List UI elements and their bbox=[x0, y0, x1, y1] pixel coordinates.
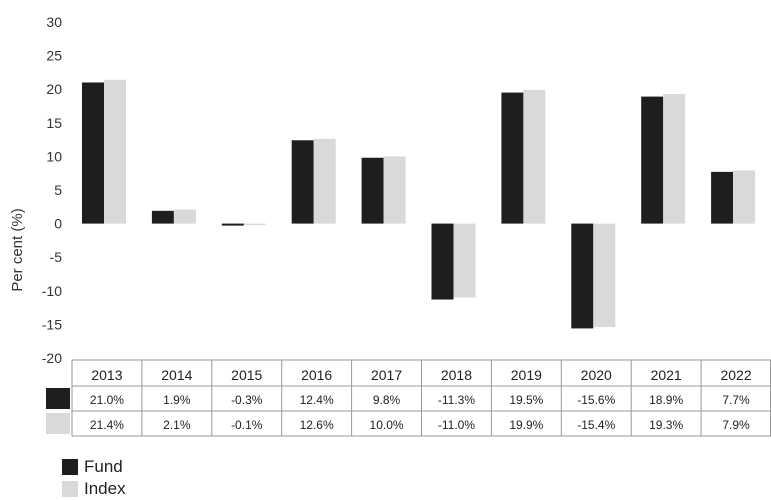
bar-fund-2019 bbox=[501, 92, 524, 224]
table-cell-index: 10.0% bbox=[370, 418, 404, 432]
bar-index-2022 bbox=[733, 170, 756, 224]
table-cell-fund: -15.6% bbox=[577, 393, 615, 407]
x-category-label: 2013 bbox=[91, 367, 122, 383]
legend-item-fund: Fund bbox=[62, 456, 126, 478]
table-cell-index: -11.0% bbox=[438, 418, 475, 432]
x-category-label: 2016 bbox=[301, 367, 332, 383]
bar-series bbox=[82, 79, 756, 329]
bar-index-2013 bbox=[104, 79, 126, 224]
bar-index-2020 bbox=[593, 223, 616, 328]
y-tick-label: 0 bbox=[54, 216, 62, 232]
legend-label-fund: Fund bbox=[84, 457, 123, 476]
bar-fund-2016 bbox=[291, 140, 314, 224]
bar-index-2017 bbox=[383, 156, 406, 224]
table-key-fund bbox=[46, 388, 70, 409]
table-cell-index: 19.9% bbox=[509, 418, 543, 432]
y-tick-label: -20 bbox=[42, 350, 62, 366]
table-cell-index: 2.1% bbox=[163, 418, 191, 432]
legend: Fund Index bbox=[62, 456, 126, 500]
x-category-label: 2021 bbox=[651, 367, 682, 383]
table-cell-fund: 19.5% bbox=[509, 393, 543, 407]
legend-swatch-index bbox=[62, 481, 78, 497]
table-cell-fund: 1.9% bbox=[163, 393, 191, 407]
y-tick-label: 5 bbox=[54, 182, 62, 198]
bar-index-2014 bbox=[173, 209, 196, 224]
x-category-label: 2014 bbox=[161, 367, 192, 383]
table-cell-fund: -0.3% bbox=[231, 393, 263, 407]
y-axis-ticks: 30 25 20 15 10 5 0 -5 -10 -15 -20 bbox=[42, 14, 62, 366]
table-cell-fund: 21.0% bbox=[90, 393, 124, 407]
legend-label-index: Index bbox=[84, 479, 126, 498]
y-tick-label: 20 bbox=[46, 81, 62, 97]
bar-index-2021 bbox=[663, 93, 686, 224]
bar-fund-2020 bbox=[571, 223, 594, 329]
x-category-label: 2020 bbox=[581, 367, 612, 383]
y-tick-label: 25 bbox=[46, 48, 62, 64]
x-category-label: 2015 bbox=[231, 367, 262, 383]
y-tick-label: 30 bbox=[46, 14, 62, 30]
bar-fund-2022 bbox=[711, 171, 734, 224]
y-tick-label: -15 bbox=[42, 316, 62, 332]
bar-fund-2014 bbox=[151, 210, 174, 224]
table-cell-index: -0.1% bbox=[231, 418, 263, 432]
table-cell-index: 19.3% bbox=[649, 418, 683, 432]
y-tick-label: 10 bbox=[46, 148, 62, 164]
x-category-label: 2018 bbox=[441, 367, 472, 383]
table-cell-fund: -11.3% bbox=[438, 393, 475, 407]
data-table: 2013 21.0% 21.4% 2014 1.9% 2.1% 2015 -0.3% -0.1%… bbox=[46, 359, 771, 437]
bar-index-2016 bbox=[313, 138, 336, 224]
y-tick-label: 15 bbox=[46, 115, 62, 131]
x-category-label: 2019 bbox=[511, 367, 542, 383]
x-category-label: 2017 bbox=[371, 367, 402, 383]
table-cell-index: 12.6% bbox=[300, 418, 334, 432]
table-cell-fund: 9.8% bbox=[373, 393, 401, 407]
table-cell-index: -15.4% bbox=[577, 418, 615, 432]
table-cell-fund: 7.7% bbox=[722, 393, 750, 407]
table-cell-index: 21.4% bbox=[90, 418, 124, 432]
bar-fund-2015 bbox=[221, 223, 244, 226]
table-cell-fund: 12.4% bbox=[300, 393, 334, 407]
bar-fund-2021 bbox=[641, 96, 664, 224]
bar-fund-2013 bbox=[82, 82, 104, 224]
bar-fund-2018 bbox=[431, 223, 454, 300]
table-key-index bbox=[46, 413, 70, 434]
table-cell-index: 7.9% bbox=[722, 418, 750, 432]
bar-index-2018 bbox=[453, 223, 476, 298]
y-tick-label: -5 bbox=[50, 249, 63, 265]
legend-swatch-fund bbox=[62, 459, 78, 475]
table-cell-fund: 18.9% bbox=[649, 393, 683, 407]
y-tick-label: -10 bbox=[42, 283, 62, 299]
bar-fund-2017 bbox=[361, 157, 384, 224]
legend-item-index: Index bbox=[62, 478, 126, 500]
bar-index-2015 bbox=[243, 223, 266, 226]
bar-index-2019 bbox=[523, 89, 546, 224]
y-axis-label: Per cent (%) bbox=[9, 208, 26, 291]
x-category-label: 2022 bbox=[720, 367, 751, 383]
